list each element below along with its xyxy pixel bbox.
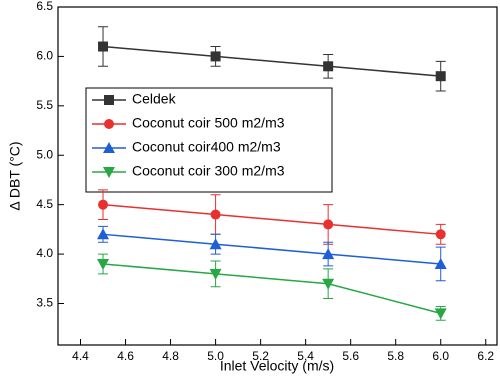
plot-frame [57, 6, 498, 346]
marker [322, 278, 335, 290]
marker [435, 229, 446, 240]
series-line [102, 233, 441, 265]
y-tick-label: 6.5 [36, 0, 53, 13]
marker [209, 238, 222, 250]
marker [97, 258, 110, 270]
y-tick-label: 3.5 [36, 296, 53, 310]
series-line [102, 263, 441, 315]
marker [322, 248, 335, 260]
legend-label: Coconut coir 300 m2/m3 [132, 163, 285, 179]
marker [434, 257, 447, 269]
x-tick-label: 5.0 [207, 349, 224, 363]
y-tick-label: 4.0 [36, 246, 53, 260]
marker [323, 219, 334, 230]
legend-marker [104, 95, 114, 105]
legend-label: Coconut coir 500 m2/m3 [132, 115, 285, 131]
x-tick-label: 4.6 [117, 349, 134, 363]
marker [97, 228, 110, 240]
x-axis-label: Inlet Velocity (m/s) [220, 358, 334, 374]
series-line [102, 203, 441, 236]
legend-box [85, 87, 333, 193]
y-tick-label: 6.0 [36, 49, 53, 63]
marker [434, 308, 447, 320]
marker [435, 71, 446, 82]
y-tick-label: 5.5 [36, 98, 53, 112]
legend-marker [104, 119, 114, 129]
marker [209, 268, 222, 280]
x-tick-label: 6.0 [432, 349, 449, 363]
x-tick-label: 6.2 [477, 349, 494, 363]
marker [98, 199, 109, 210]
legend-label: Celdek [132, 91, 177, 107]
legend-label: Coconut coir400 m2/m3 [132, 139, 281, 155]
series-line [102, 45, 441, 77]
y-axis-label: Δ DBT (°C) [7, 141, 23, 210]
y-tick-label: 4.5 [36, 197, 53, 211]
legend-marker [103, 142, 115, 153]
marker [210, 209, 221, 220]
x-tick-label: 4.8 [162, 349, 179, 363]
x-tick-label: 5.8 [387, 349, 404, 363]
x-tick-label: 5.2 [252, 349, 269, 363]
marker [210, 51, 221, 62]
marker [323, 61, 334, 72]
y-tick-label: 5.0 [36, 147, 53, 161]
marker [98, 41, 109, 52]
legend-marker [103, 167, 115, 178]
x-tick-label: 4.4 [72, 349, 89, 363]
x-tick-label: 5.6 [342, 349, 359, 363]
x-tick-label: 5.4 [297, 349, 314, 363]
